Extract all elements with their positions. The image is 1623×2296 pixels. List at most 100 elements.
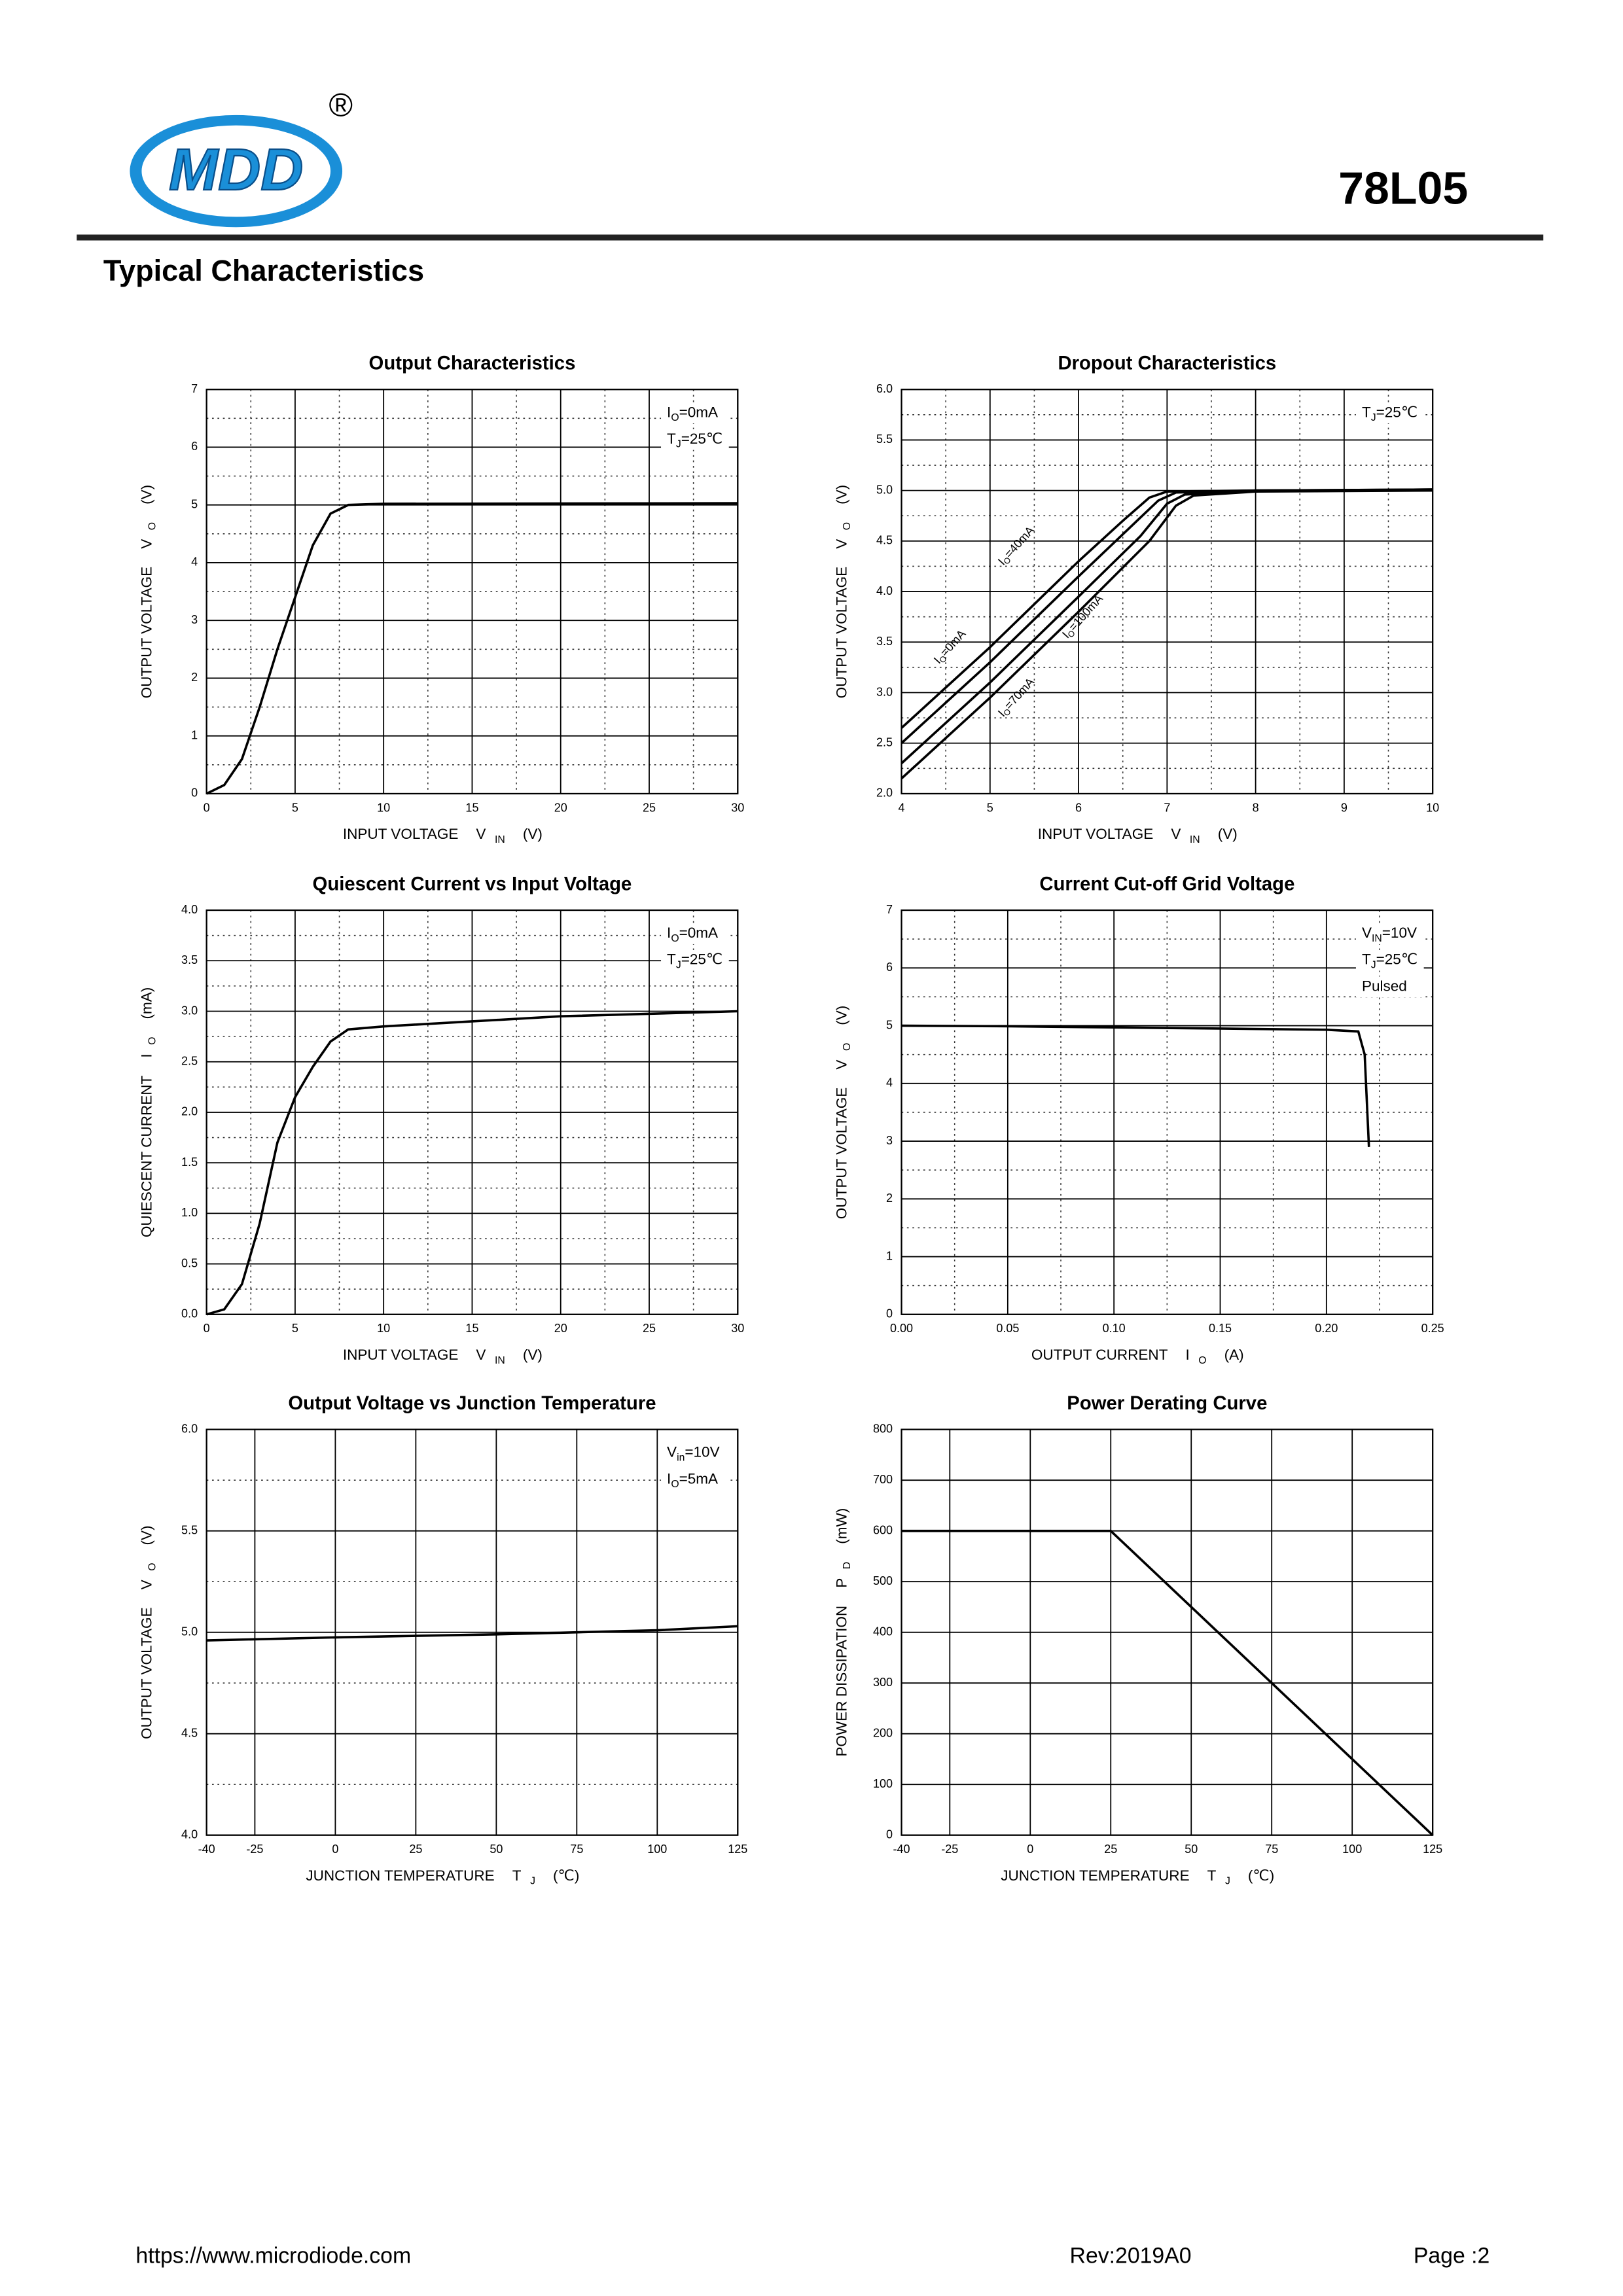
annotation: VIN=10V — [1362, 925, 1417, 944]
y-axis-label-subscript: D — [842, 1562, 853, 1569]
y-axis-label-text: OUTPUT VOLTAGE — [138, 567, 154, 699]
y-axis-label-subscript: O — [842, 1043, 853, 1051]
y-tick-label: 3.0 — [181, 1004, 198, 1017]
x-tick-label: 0 — [204, 801, 210, 814]
x-tick-label: 30 — [731, 1322, 744, 1335]
y-axis-label: OUTPUT VOLTAGE V O (V) — [138, 1525, 158, 1739]
y-tick-label: 0.0 — [181, 1307, 198, 1320]
plot-frame — [205, 389, 739, 795]
y-tick-label: 6.0 — [876, 382, 893, 395]
annotation: IO=5mA — [667, 1470, 718, 1490]
logo-text: MDD — [169, 137, 303, 203]
y-axis-label-symbol: V — [833, 1060, 849, 1070]
annotation-symbol: I — [667, 925, 671, 941]
y-axis-label: POWER DISSIPATION P D (mW) — [833, 1508, 853, 1757]
y-tick-label: 5 — [886, 1018, 893, 1031]
y-tick-label: 4.5 — [876, 534, 893, 547]
y-tick-label: 5.5 — [181, 1523, 198, 1536]
annotation-subscript: O — [671, 933, 679, 944]
x-tick-label: 0.05 — [996, 1322, 1019, 1335]
annotation-subscript: J — [1371, 960, 1376, 971]
annotation-symbol: V — [1362, 925, 1372, 941]
annotation-subscript: J — [1371, 412, 1376, 423]
y-tick-label: 0 — [886, 1307, 893, 1320]
y-tick-label: 1 — [191, 728, 198, 741]
x-axis-label-subscript: IN — [495, 834, 505, 845]
plot-frame — [901, 909, 1434, 1315]
annotation-subscript: IN — [1372, 933, 1382, 944]
x-tick-label: 7 — [1164, 801, 1170, 814]
x-axis-label-text: INPUT VOLTAGE — [343, 826, 459, 842]
chart-title: Output Voltage vs Junction Temperature — [288, 1392, 656, 1414]
annotation-symbol: T — [1362, 951, 1371, 968]
y-axis-label-text: OUTPUT VOLTAGE — [833, 567, 849, 699]
x-tick-label: 0.25 — [1421, 1322, 1444, 1335]
y-tick-label: 1.0 — [181, 1206, 198, 1219]
data-line — [901, 489, 1433, 780]
y-tick-label: 1 — [886, 1249, 893, 1262]
x-tick-label: 100 — [1342, 1843, 1362, 1856]
y-tick-label: 4.0 — [876, 584, 893, 597]
y-tick-label: 6.0 — [181, 1422, 198, 1435]
chart-title: Output Characteristics — [369, 353, 576, 374]
annotation-bg — [661, 402, 729, 424]
x-axis-label-text: OUTPUT CURRENT — [1031, 1347, 1168, 1363]
x-tick-label: 25 — [643, 1322, 656, 1335]
chart-title: Power Derating Curve — [1067, 1392, 1267, 1414]
y-tick-label: 7 — [886, 903, 893, 916]
y-tick-label: 600 — [873, 1523, 893, 1536]
footer-page: Page :2 — [1414, 2243, 1490, 2268]
annotation-bg — [661, 429, 729, 450]
chart-title: Current Cut-off Grid Voltage — [1039, 873, 1294, 894]
x-tick-label: 4 — [899, 801, 905, 814]
y-axis-label-text: QUIESCENT CURRENT — [138, 1075, 154, 1237]
x-tick-label: -25 — [941, 1843, 958, 1856]
annotation-rest: =0mA — [679, 404, 719, 420]
annotation-symbol: I — [667, 1470, 671, 1487]
annotation-subscript: O — [671, 412, 679, 423]
logo: MDD — [130, 115, 343, 228]
chart-title: Quiescent Current vs Input Voltage — [313, 873, 632, 894]
x-axis-label-symbol: V — [476, 826, 486, 842]
y-axis-label-rest: (V) — [833, 485, 849, 504]
x-tick-label: 6 — [1075, 801, 1082, 814]
x-tick-label: 0.00 — [890, 1322, 913, 1335]
y-axis-label: OUTPUT VOLTAGE V O (V) — [833, 1006, 853, 1220]
x-axis-label-subscript: IN — [495, 1355, 505, 1366]
plot-frame — [205, 909, 739, 1315]
y-axis-label-rest: (mA) — [138, 987, 154, 1019]
y-axis-label-rest: (V) — [833, 1006, 849, 1025]
x-axis-label-text: INPUT VOLTAGE — [1038, 826, 1154, 842]
y-tick-label: 2.5 — [181, 1054, 198, 1067]
x-axis-label-symbol: V — [1171, 826, 1181, 842]
annotation-bg — [661, 1469, 729, 1491]
y-tick-label: 4 — [191, 556, 198, 569]
annotation: TJ=25℃ — [1362, 951, 1418, 971]
y-tick-label: 3.5 — [876, 635, 893, 648]
y-tick-label: 2.0 — [876, 786, 893, 800]
x-tick-label: 75 — [1265, 1843, 1278, 1856]
x-tick-label: 50 — [490, 1843, 503, 1856]
x-axis-label-symbol: V — [476, 1347, 486, 1363]
logo-inner — [141, 125, 331, 217]
y-tick-label: 5 — [191, 497, 198, 510]
x-tick-label: 20 — [554, 801, 567, 814]
y-axis-label-symbol: V — [138, 1580, 154, 1589]
y-axis-label-symbol: I — [138, 1053, 154, 1057]
x-axis-label-subscript: IN — [1190, 834, 1200, 845]
y-tick-label: 400 — [873, 1625, 893, 1638]
y-axis-label: QUIESCENT CURRENT I O (mA) — [138, 987, 158, 1237]
annotation-bg — [1355, 949, 1424, 971]
x-axis-label-subscript: J — [530, 1876, 535, 1887]
x-tick-label: 25 — [643, 801, 656, 814]
y-tick-label: 5.5 — [876, 433, 893, 446]
x-axis-label-rest: (V) — [523, 1347, 543, 1363]
y-tick-label: 0 — [191, 786, 198, 800]
x-axis-label: INPUT VOLTAGE V IN (V) — [343, 1347, 543, 1366]
chart: Quiescent Current vs Input Voltage 0 5 10 15… — [138, 873, 744, 1366]
x-axis-label-rest: (V) — [1218, 826, 1238, 842]
y-tick-label: 6 — [886, 961, 893, 974]
y-axis-label-rest: (V) — [138, 485, 154, 504]
x-tick-label: 25 — [409, 1843, 422, 1856]
